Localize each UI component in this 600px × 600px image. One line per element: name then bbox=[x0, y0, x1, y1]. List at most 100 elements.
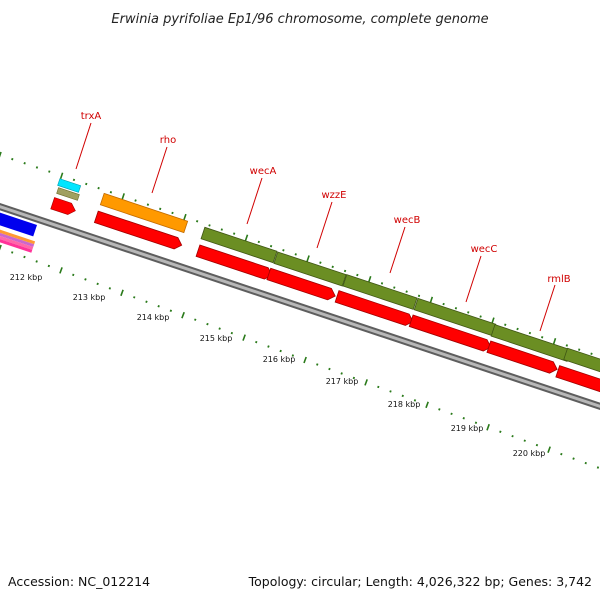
minor-tick bbox=[35, 260, 38, 263]
major-tick bbox=[242, 334, 246, 341]
gene-label-rho: rho bbox=[151, 135, 176, 194]
major-tick bbox=[0, 244, 2, 251]
next-gene-bar bbox=[563, 347, 600, 381]
trxA-features bbox=[50, 178, 82, 215]
trxA-cds-arrow bbox=[50, 197, 76, 215]
scale-label: 215 kbp bbox=[200, 334, 233, 343]
scale-label: 212 kbp bbox=[10, 273, 43, 282]
minor-tick bbox=[194, 318, 197, 321]
cyan-feature bbox=[57, 178, 82, 193]
major-tick bbox=[244, 234, 249, 242]
minor-tick bbox=[146, 203, 150, 206]
gene-name: wzzE bbox=[322, 190, 347, 201]
scale-label: 214 kbp bbox=[137, 313, 170, 322]
minor-tick bbox=[267, 345, 270, 348]
minor-tick bbox=[23, 255, 26, 259]
minor-tick bbox=[232, 232, 236, 235]
minor-tick bbox=[417, 294, 421, 298]
accession-text: Accession: NC_012214 bbox=[8, 574, 150, 589]
minor-tick bbox=[206, 322, 209, 326]
major-tick bbox=[181, 311, 185, 319]
minor-tick bbox=[220, 228, 223, 231]
rho-features bbox=[93, 192, 189, 250]
minor-tick bbox=[343, 269, 347, 273]
wzzE-gene-bar bbox=[273, 251, 347, 287]
minor-tick bbox=[97, 186, 100, 190]
minor-tick bbox=[413, 399, 417, 402]
magenta-stripe bbox=[0, 234, 33, 253]
minor-tick bbox=[291, 354, 295, 357]
major-tick bbox=[486, 423, 490, 431]
minor-tick bbox=[85, 182, 88, 186]
backbone bbox=[0, 202, 600, 411]
minor-tick bbox=[35, 166, 39, 169]
left-features bbox=[0, 208, 38, 253]
major-tick bbox=[552, 338, 557, 345]
forward-gene-bars bbox=[200, 226, 600, 381]
scale-label: 219 kbp bbox=[451, 424, 484, 433]
major-tick bbox=[306, 255, 310, 262]
minor-tick bbox=[454, 306, 458, 310]
minor-tick bbox=[11, 157, 14, 161]
blue-feature bbox=[0, 208, 38, 237]
gene-name: wecA bbox=[250, 166, 277, 177]
wzzE-cds-arrow bbox=[266, 267, 336, 301]
minor-tick bbox=[72, 273, 75, 277]
scale-label: 220 kbp bbox=[513, 449, 546, 458]
major-tick bbox=[429, 296, 434, 304]
minor-tick bbox=[389, 390, 392, 393]
minor-tick bbox=[504, 323, 507, 327]
minor-tick bbox=[393, 286, 396, 289]
topology-summary: Topology: circular; Length: 4,026,322 bp… bbox=[248, 574, 592, 589]
major-tick bbox=[121, 193, 125, 200]
scale-label: 213 kbp bbox=[73, 293, 106, 302]
minor-tick bbox=[380, 282, 384, 285]
minor-tick bbox=[523, 439, 526, 442]
rho-cds-arrow bbox=[93, 210, 183, 250]
major-tick bbox=[59, 267, 63, 274]
major-tick bbox=[59, 172, 64, 179]
minor-tick bbox=[171, 211, 174, 215]
major-tick bbox=[547, 446, 551, 453]
minor-tick bbox=[316, 363, 319, 366]
minor-tick bbox=[133, 296, 136, 299]
minor-tick bbox=[269, 244, 273, 248]
minor-tick bbox=[516, 327, 519, 331]
minor-tick bbox=[401, 394, 404, 398]
minor-tick bbox=[282, 249, 285, 252]
minor-tick bbox=[328, 367, 331, 371]
minor-tick bbox=[257, 240, 260, 244]
minor-tick bbox=[108, 287, 112, 290]
minor-tick bbox=[584, 461, 587, 465]
minor-tick bbox=[377, 385, 380, 389]
major-tick bbox=[120, 289, 124, 297]
pink-stripe bbox=[0, 231, 34, 250]
gene-label-trxA: trxA bbox=[75, 111, 102, 170]
minor-tick bbox=[48, 170, 51, 173]
scale-label: 216 kbp bbox=[263, 355, 296, 364]
major-tick bbox=[367, 275, 372, 283]
minor-tick bbox=[159, 207, 162, 211]
orange-stripe bbox=[0, 225, 36, 245]
minor-tick bbox=[474, 421, 478, 425]
minor-tick bbox=[511, 434, 514, 438]
minor-tick bbox=[208, 224, 211, 227]
minor-tick bbox=[319, 261, 322, 264]
gene-name: trxA bbox=[81, 111, 102, 122]
minor-tick bbox=[356, 273, 359, 277]
gene-label-wecC: wecC bbox=[465, 244, 497, 303]
minor-tick bbox=[47, 264, 51, 268]
gene-name: wecB bbox=[394, 215, 421, 226]
minor-tick bbox=[535, 443, 539, 447]
minor-tick bbox=[331, 265, 334, 269]
minor-tick bbox=[11, 251, 14, 254]
gene-label-wecB: wecB bbox=[389, 215, 421, 274]
minor-tick bbox=[462, 416, 465, 420]
gene-label-wzzE: wzzE bbox=[316, 190, 347, 249]
wecB-gene-bar bbox=[342, 274, 418, 310]
major-tick bbox=[0, 151, 2, 158]
gene-label-wecA: wecA bbox=[246, 166, 277, 225]
minor-tick bbox=[255, 340, 258, 344]
wecA-gene-bar bbox=[200, 226, 278, 264]
